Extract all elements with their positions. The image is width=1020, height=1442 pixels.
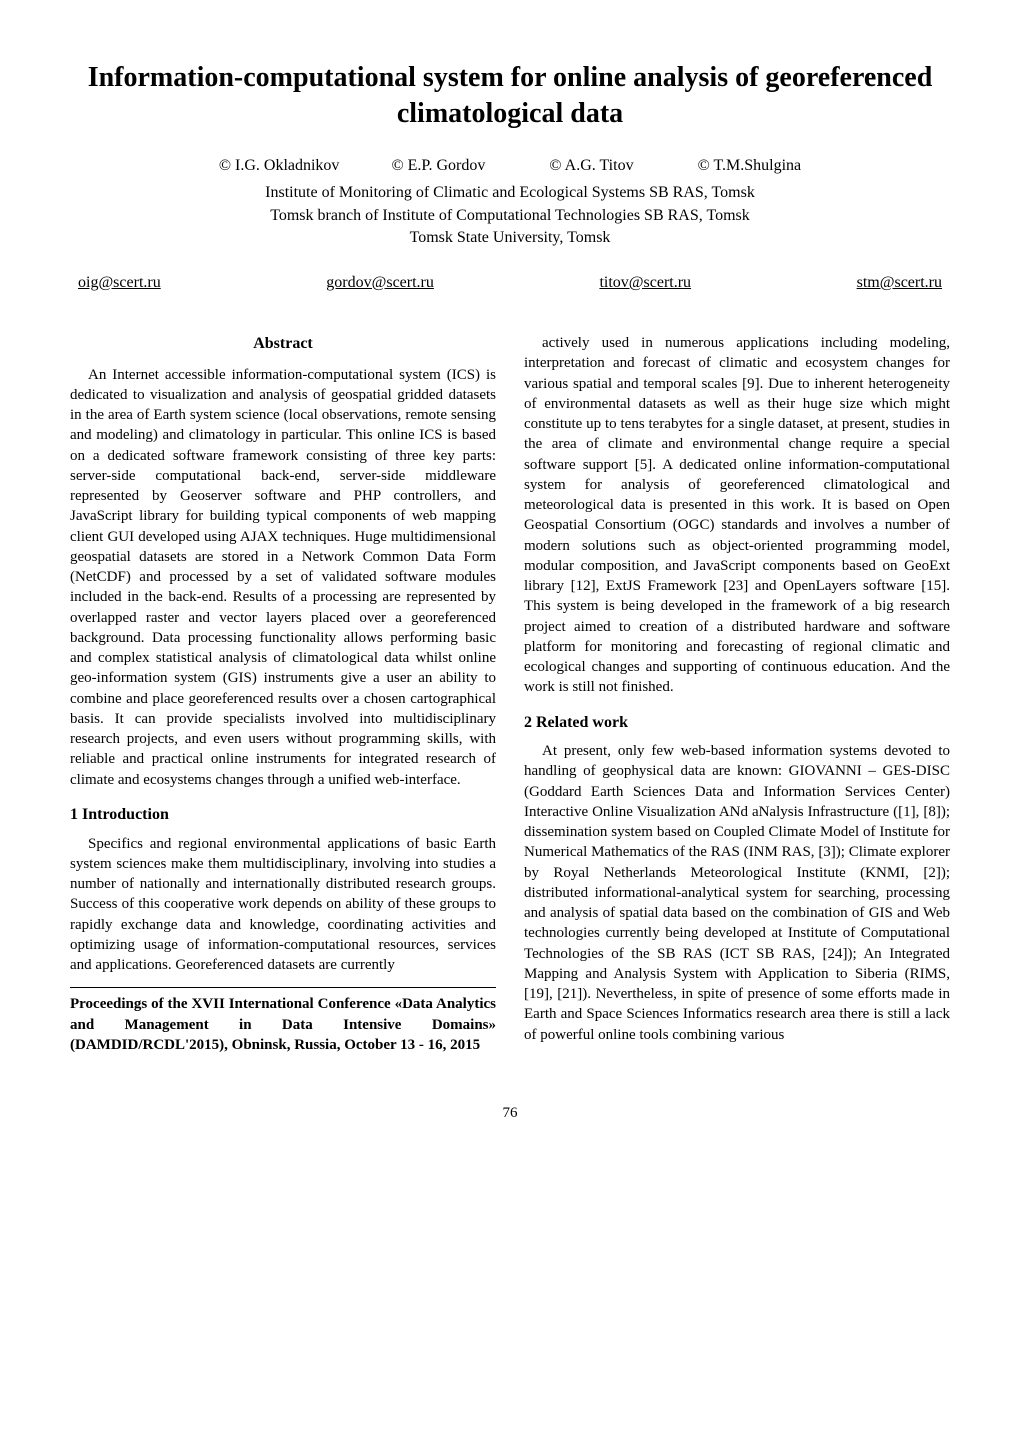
paper-title: Information-computational system for onl… [70, 60, 950, 133]
affiliations: Institute of Monitoring of Climatic and … [70, 182, 950, 249]
affiliation-line: Tomsk State University, Tomsk [70, 227, 950, 249]
proceedings-footnote: Proceedings of the XVII International Co… [70, 987, 496, 1055]
affiliation-line: Institute of Monitoring of Climatic and … [70, 182, 950, 204]
related-paragraph: At present, only few web-based informati… [524, 741, 950, 1045]
email-link[interactable]: titov@scert.ru [599, 272, 691, 294]
email-link[interactable]: stm@scert.ru [857, 272, 942, 294]
page-number: 76 [70, 1103, 950, 1123]
author: © E.P. Gordov [391, 157, 485, 174]
abstract-heading: Abstract [70, 333, 496, 355]
section-heading-related: 2 Related work [524, 712, 950, 734]
intro-paragraph-cont: actively used in numerous applications i… [524, 333, 950, 698]
author: © I.G. Okladnikov [219, 157, 340, 174]
body-columns: Abstract An Internet accessible informat… [70, 333, 950, 1055]
affiliation-line: Tomsk branch of Institute of Computation… [70, 205, 950, 227]
author: © A.G. Titov [549, 157, 633, 174]
emails-row: oig@scert.ru gordov@scert.ru titov@scert… [70, 272, 950, 294]
abstract-text: An Internet accessible information-compu… [70, 365, 496, 790]
email-link[interactable]: gordov@scert.ru [326, 272, 434, 294]
author: © T.M.Shulgina [698, 157, 802, 174]
intro-paragraph: Specifics and regional environmental app… [70, 834, 496, 976]
authors-line: © I.G. Okladnikov © E.P. Gordov © A.G. T… [70, 155, 950, 177]
email-link[interactable]: oig@scert.ru [78, 272, 161, 294]
section-heading-intro: 1 Introduction [70, 804, 496, 826]
